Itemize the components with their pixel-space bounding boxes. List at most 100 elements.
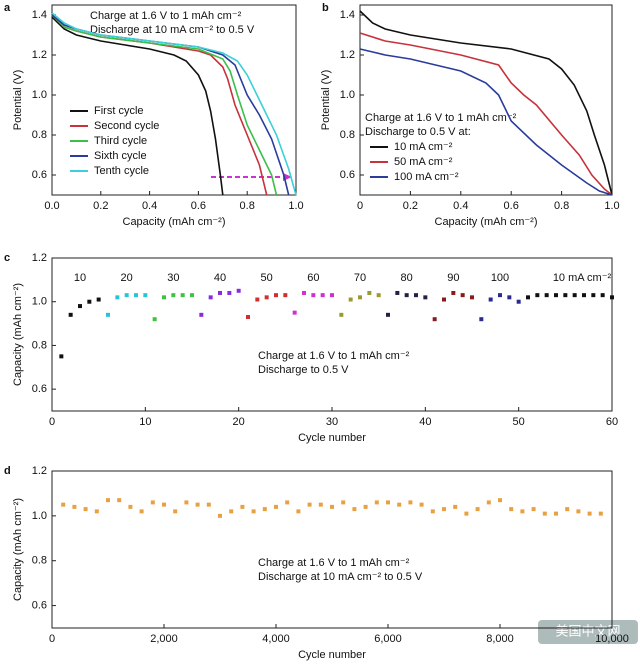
point: [542, 511, 547, 516]
x-tick-label: 2,000: [150, 633, 178, 645]
point: [184, 500, 189, 505]
group-label: 80: [401, 272, 413, 284]
point: [218, 513, 222, 518]
x-tick-label: 1.0: [604, 200, 619, 212]
y-tick-label: 1.2: [340, 49, 355, 61]
point: [106, 312, 110, 317]
y-tick-label: 1.2: [32, 252, 47, 264]
line: [359, 32, 613, 196]
group-label: 50: [261, 272, 273, 284]
group-label: 70: [354, 272, 366, 284]
point: [453, 504, 458, 509]
point: [152, 317, 157, 322]
annotation: Charge at 1.6 V to 1 mAh cm⁻²: [258, 557, 410, 569]
point: [582, 293, 586, 298]
x-tick-label: 1.0: [288, 200, 303, 212]
x-tick-label: 10,000: [595, 633, 629, 645]
annotation: Charge at 1.6 V to 1 mAh cm⁻²: [258, 350, 410, 362]
y-tick-label: 1.0: [32, 510, 47, 522]
point: [531, 507, 536, 512]
point: [255, 297, 260, 302]
point: [554, 511, 558, 516]
plot-frame: [51, 470, 613, 629]
point: [72, 504, 77, 509]
point: [139, 509, 144, 514]
y-tick-label: 0.8: [340, 129, 355, 141]
x-tick-label: 30: [326, 416, 338, 428]
group-label: 30: [167, 272, 179, 284]
point: [59, 354, 64, 359]
point: [83, 507, 88, 512]
x-tick-label: 60: [606, 416, 618, 428]
x-axis-label: Capacity (mAh cm⁻²): [435, 216, 538, 228]
point: [78, 304, 82, 309]
point: [386, 312, 390, 317]
x-tick-label: 10: [139, 416, 151, 428]
point: [535, 293, 540, 298]
point: [587, 511, 592, 516]
legend-label: Third cycle: [94, 135, 147, 147]
point: [190, 293, 194, 298]
plot-frame: [51, 257, 613, 412]
legend-label: 100 mA cm⁻²: [394, 171, 459, 183]
point: [610, 295, 614, 300]
group-label: 60: [307, 272, 319, 284]
point: [509, 507, 514, 512]
point: [572, 293, 577, 298]
point: [162, 295, 166, 300]
point: [488, 297, 493, 302]
y-axis-label: Potential (V): [320, 70, 332, 131]
line: [359, 48, 613, 196]
x-tick-label: 50: [513, 416, 525, 428]
y-tick-label: 1.0: [340, 89, 355, 101]
x-tick-label: 0: [49, 633, 55, 645]
x-tick-label: 0.6: [191, 200, 206, 212]
point: [460, 293, 465, 298]
panel-label: b: [322, 2, 329, 14]
x-tick-label: 6,000: [374, 633, 402, 645]
y-tick-label: 0.8: [32, 555, 47, 567]
group-label: 90: [447, 272, 459, 284]
panel-label: a: [4, 2, 11, 14]
point: [134, 293, 138, 298]
point: [520, 509, 525, 514]
point: [302, 290, 306, 295]
point: [498, 498, 502, 503]
point: [376, 293, 381, 298]
group-label: 40: [214, 272, 226, 284]
legend-label: Tenth cycle: [94, 165, 149, 177]
point: [251, 509, 256, 514]
y-axis-label: Capacity (mAh cm⁻²): [12, 498, 24, 601]
point: [87, 299, 92, 304]
x-tick-label: 8,000: [486, 633, 514, 645]
point: [526, 295, 530, 300]
point: [554, 293, 558, 298]
x-tick-label: 0.8: [554, 200, 569, 212]
legend-label: Sixth cycle: [94, 150, 147, 162]
x-tick-label: 0: [49, 416, 55, 428]
y-tick-label: 1.0: [32, 296, 47, 308]
point: [397, 502, 402, 507]
legend-label: 50 mA cm⁻²: [394, 156, 453, 168]
annotation: Charge at 1.6 V to 1 mAh cm⁻²: [90, 10, 242, 22]
annotation: Charge at 1.6 V to 1 mAh cm⁻²: [365, 112, 517, 124]
point: [171, 293, 176, 298]
x-tick-label: 4,000: [262, 633, 290, 645]
point: [358, 295, 362, 300]
point: [414, 293, 418, 298]
line: [51, 12, 297, 196]
group-label: 10: [74, 272, 86, 284]
point: [162, 502, 166, 507]
point: [486, 500, 491, 505]
x-tick-label: 0.8: [240, 200, 255, 212]
x-tick-label: 40: [419, 416, 431, 428]
point: [264, 295, 269, 300]
watermark: 美国中文网: [555, 623, 620, 638]
point: [367, 290, 372, 295]
group-label: 20: [121, 272, 133, 284]
point: [498, 293, 502, 298]
y-tick-label: 1.0: [32, 89, 47, 101]
point: [218, 290, 222, 295]
point: [516, 299, 521, 304]
